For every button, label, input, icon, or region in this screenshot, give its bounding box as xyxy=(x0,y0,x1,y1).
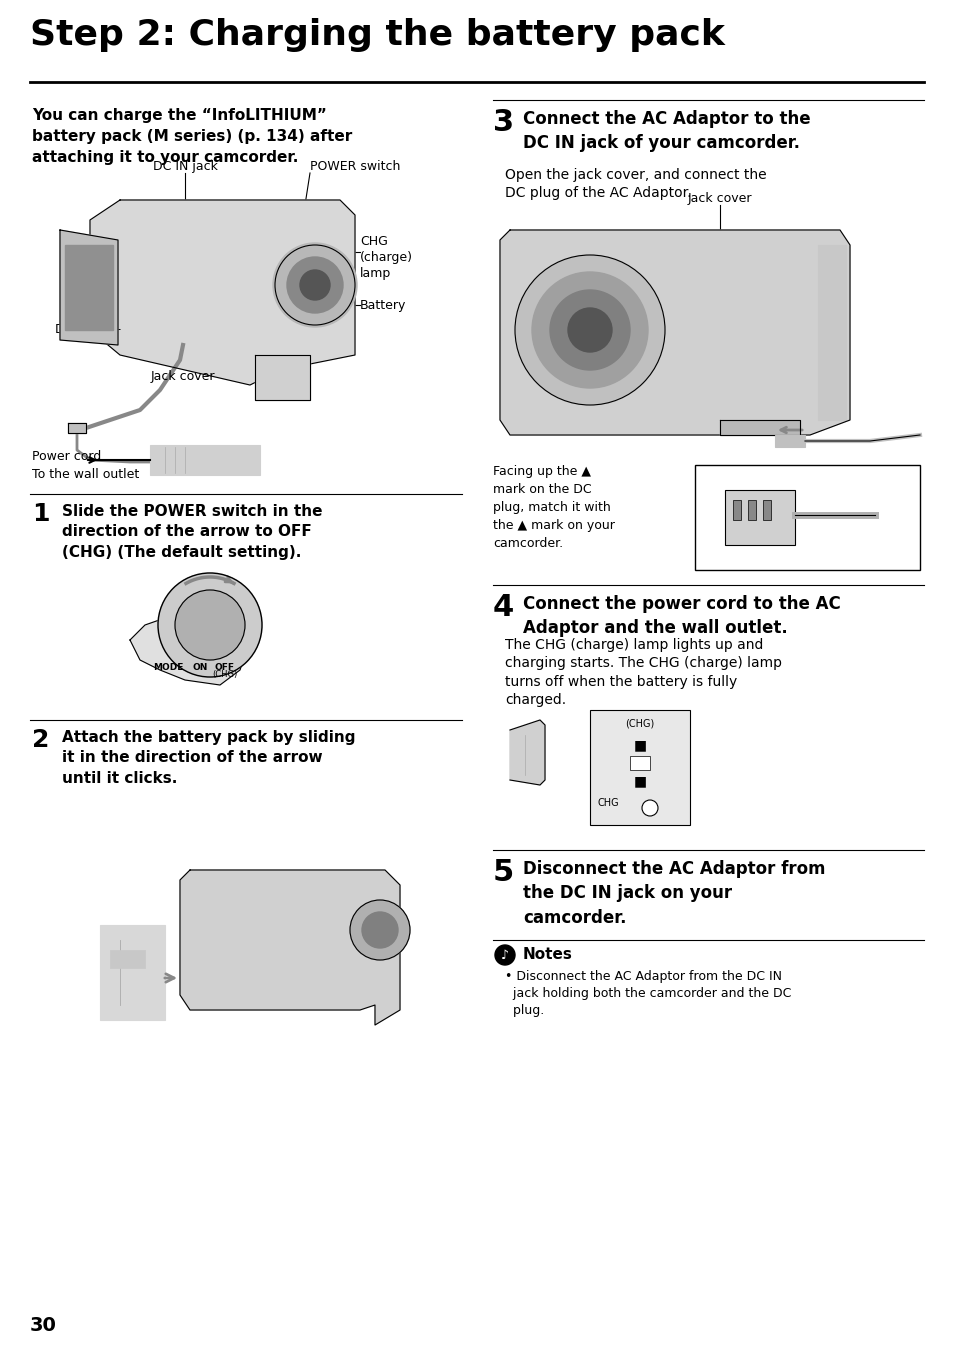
Text: Battery: Battery xyxy=(359,299,406,312)
Circle shape xyxy=(495,944,515,965)
Bar xyxy=(817,246,845,421)
Circle shape xyxy=(158,573,262,677)
Circle shape xyxy=(287,256,343,313)
Polygon shape xyxy=(130,615,250,685)
Bar xyxy=(100,925,165,1020)
Polygon shape xyxy=(90,199,355,385)
Bar xyxy=(68,423,86,433)
Bar xyxy=(724,490,794,546)
Bar xyxy=(762,499,770,520)
Text: DC plug —: DC plug — xyxy=(55,323,121,337)
Text: DC IN jack: DC IN jack xyxy=(152,160,217,172)
Text: Attach the battery pack by sliding
it in the direction of the arrow
until it cli: Attach the battery pack by sliding it in… xyxy=(62,730,355,786)
Text: ♪: ♪ xyxy=(500,949,509,962)
Text: Jack cover: Jack cover xyxy=(151,370,215,383)
Text: 2: 2 xyxy=(32,727,50,752)
Circle shape xyxy=(299,270,330,300)
Text: ■: ■ xyxy=(633,773,646,788)
Text: The CHG (charge) lamp lights up and
charging starts. The CHG (charge) lamp
turns: The CHG (charge) lamp lights up and char… xyxy=(504,638,781,707)
Circle shape xyxy=(550,290,629,370)
Circle shape xyxy=(174,590,245,660)
Polygon shape xyxy=(254,356,310,400)
Text: Connect the power cord to the AC
Adaptor and the wall outlet.: Connect the power cord to the AC Adaptor… xyxy=(522,594,840,638)
Circle shape xyxy=(641,801,658,816)
Text: Connect the AC Adaptor to the
DC IN jack of your camcorder.: Connect the AC Adaptor to the DC IN jack… xyxy=(522,110,810,152)
Text: • Disconnect the AC Adaptor from the DC IN
  jack holding both the camcorder and: • Disconnect the AC Adaptor from the DC … xyxy=(504,970,791,1016)
Text: Slide the POWER switch in the
direction of the arrow to OFF
(CHG) (The default s: Slide the POWER switch in the direction … xyxy=(62,503,322,560)
Text: Facing up the ▲
mark on the DC
plug, match it with
the ▲ mark on your
camcorder.: Facing up the ▲ mark on the DC plug, mat… xyxy=(493,465,615,550)
Text: ON: ON xyxy=(193,664,208,672)
Text: ■: ■ xyxy=(633,738,646,752)
Bar xyxy=(774,436,804,446)
Bar xyxy=(589,710,689,825)
Text: CHG: CHG xyxy=(598,798,619,807)
Bar xyxy=(65,246,112,330)
Bar xyxy=(732,499,740,520)
Text: (CHG): (CHG) xyxy=(625,718,654,727)
Polygon shape xyxy=(180,870,399,1025)
Text: You can charge the “InfoLITHIUM”
battery pack (M series) (p. 134) after
attachin: You can charge the “InfoLITHIUM” battery… xyxy=(32,109,352,166)
Text: Step 2: Charging the battery pack: Step 2: Charging the battery pack xyxy=(30,18,724,52)
Circle shape xyxy=(350,900,410,959)
Text: CHG
(charge)
lamp: CHG (charge) lamp xyxy=(359,235,413,280)
Text: 1: 1 xyxy=(32,502,50,527)
Text: □: □ xyxy=(633,756,646,769)
Text: AC Adaptor: AC Adaptor xyxy=(170,451,240,463)
Text: Notes: Notes xyxy=(522,947,572,962)
Text: 4: 4 xyxy=(493,593,514,622)
Text: OFF: OFF xyxy=(214,664,234,672)
Bar xyxy=(695,465,919,570)
Text: POWER switch: POWER switch xyxy=(310,160,400,172)
Circle shape xyxy=(567,308,612,351)
Text: 30: 30 xyxy=(30,1316,57,1335)
Bar xyxy=(747,499,755,520)
Polygon shape xyxy=(510,721,544,784)
Circle shape xyxy=(515,255,664,404)
Text: Disconnect the AC Adaptor from
the DC IN jack on your
camcorder.: Disconnect the AC Adaptor from the DC IN… xyxy=(522,860,824,927)
Polygon shape xyxy=(499,229,849,436)
Text: Jack cover: Jack cover xyxy=(687,191,752,205)
Bar xyxy=(150,445,260,475)
Polygon shape xyxy=(720,421,800,436)
Text: Open the jack cover, and connect the
DC plug of the AC Adaptor.: Open the jack cover, and connect the DC … xyxy=(504,168,766,201)
Bar xyxy=(629,756,649,769)
Text: 3: 3 xyxy=(493,109,514,137)
Circle shape xyxy=(361,912,397,949)
Text: 5: 5 xyxy=(493,858,514,887)
Circle shape xyxy=(273,243,356,327)
Text: To the wall outlet: To the wall outlet xyxy=(32,468,139,480)
Text: (CHG): (CHG) xyxy=(213,670,237,678)
Circle shape xyxy=(532,271,647,388)
Bar xyxy=(110,950,145,968)
Polygon shape xyxy=(60,229,118,345)
Text: Power cord: Power cord xyxy=(32,451,101,463)
Text: MODE: MODE xyxy=(152,664,183,672)
